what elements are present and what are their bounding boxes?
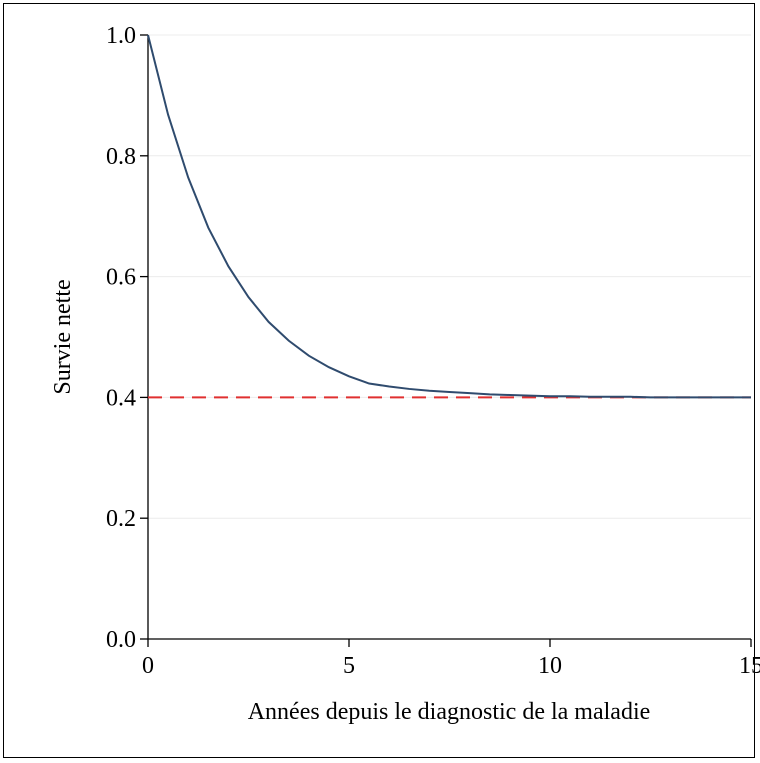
x-tick-label: 10 bbox=[538, 653, 562, 679]
x-tick-label: 0 bbox=[142, 653, 154, 679]
x-tick-label: 5 bbox=[343, 653, 355, 679]
y-tick-label: 0.4 bbox=[106, 385, 136, 411]
x-ticks: 0 5 10 15 bbox=[142, 639, 760, 679]
y-tick-label: 1.0 bbox=[106, 23, 136, 49]
y-axis-label: Survie nette bbox=[50, 279, 76, 394]
y-tick-label: 0.6 bbox=[106, 265, 136, 291]
axes bbox=[147, 35, 751, 640]
y-tick-label: 0.0 bbox=[106, 627, 136, 653]
x-axis-label: Années depuis le diagnostic de la maladi… bbox=[248, 699, 651, 725]
y-ticks: 0.0 0.2 0.4 0.6 0.8 1.0 bbox=[106, 23, 148, 653]
y-tick-label: 0.8 bbox=[106, 144, 136, 170]
y-tick-label: 0.2 bbox=[106, 506, 136, 532]
chart-frame bbox=[3, 3, 755, 758]
series-layer bbox=[147, 34, 751, 399]
net-survival-curve bbox=[147, 34, 751, 399]
gridlines bbox=[148, 34, 751, 519]
x-tick-label: 15 bbox=[739, 653, 760, 679]
